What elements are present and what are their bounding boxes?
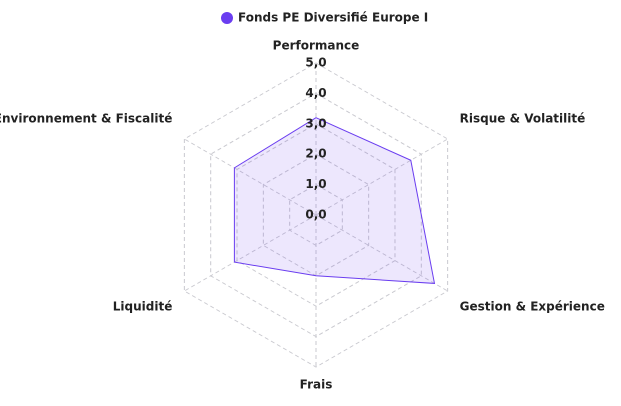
- axis-spoke: [184, 138, 317, 216]
- tick-label: 3,0: [305, 116, 326, 130]
- axis-spoke: [315, 214, 448, 292]
- category-label: Risque & Volatilité: [460, 112, 586, 126]
- tick-label: 2,0: [305, 147, 326, 161]
- tick-label: 0,0: [305, 208, 326, 222]
- tick-label: 1,0: [305, 177, 326, 191]
- category-label: Liquidité: [113, 300, 173, 314]
- grid-ring: [183, 62, 449, 368]
- legend-label: Fonds PE Diversifié Europe I: [238, 11, 428, 25]
- category-label: Environnement & Fiscalité: [0, 112, 172, 126]
- legend-swatch: [221, 12, 233, 24]
- category-label: Frais: [300, 378, 333, 392]
- tick-label: 5,0: [305, 56, 326, 70]
- category-label: Gestion & Expérience: [460, 300, 605, 314]
- radar-area: [233, 117, 436, 284]
- axis-spoke: [184, 214, 317, 292]
- axis-spoke: [315, 138, 448, 216]
- category-label: Performance: [273, 39, 360, 53]
- tick-label: 4,0: [305, 86, 326, 100]
